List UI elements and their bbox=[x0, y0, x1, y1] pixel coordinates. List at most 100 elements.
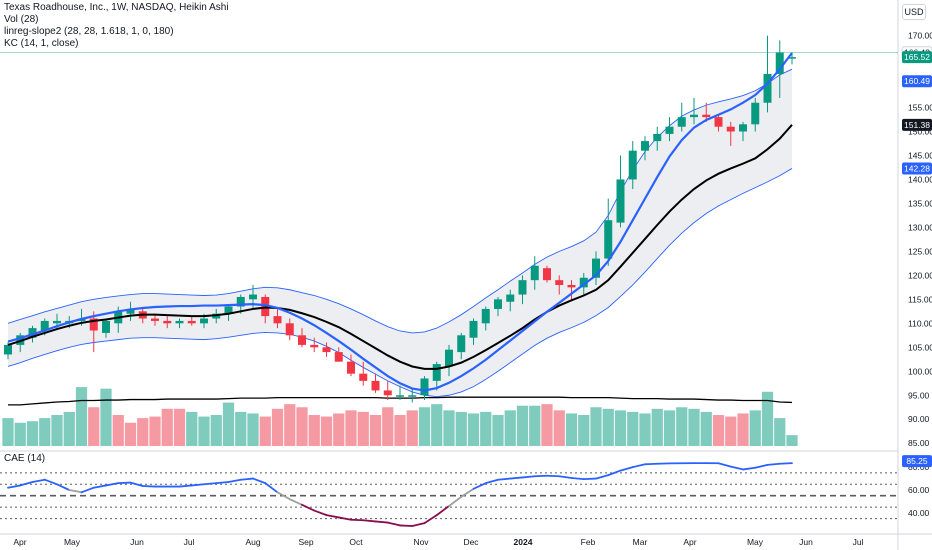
candle bbox=[347, 354, 355, 377]
cae-line-segment bbox=[252, 477, 267, 485]
candle bbox=[310, 337, 319, 353]
volume-bar bbox=[651, 408, 663, 446]
volume-bar bbox=[712, 415, 725, 446]
price-tick-label: 170.00 bbox=[908, 31, 932, 41]
cae-line-segment bbox=[631, 463, 646, 469]
candle-body bbox=[788, 57, 796, 59]
volume-bar bbox=[198, 416, 210, 446]
candle-body bbox=[310, 344, 319, 348]
cae-line-segment bbox=[362, 519, 377, 523]
cae-line-segment bbox=[619, 466, 634, 472]
cae-line-segment bbox=[190, 483, 205, 487]
volume-bar bbox=[39, 418, 51, 446]
candle bbox=[653, 126, 662, 151]
volume-bar bbox=[676, 407, 688, 446]
candle-body bbox=[224, 306, 233, 314]
time-tick-label: Jul bbox=[184, 537, 195, 547]
price-label: 142.28 bbox=[902, 162, 932, 175]
cae-line-segment bbox=[558, 475, 573, 479]
candle bbox=[543, 265, 551, 283]
price-label-text: 151.38 bbox=[904, 120, 930, 130]
volume-bar bbox=[578, 415, 590, 446]
symbol-title[interactable]: Texas Roadhouse, Inc., 1W, NASDAQ, Heiki… bbox=[4, 2, 229, 13]
candle-body bbox=[40, 320, 49, 331]
volume-bar bbox=[284, 404, 296, 446]
candle bbox=[555, 275, 564, 295]
cae-line-segment bbox=[570, 477, 585, 481]
candle-body bbox=[28, 328, 37, 338]
volume-bar bbox=[394, 415, 406, 446]
volume-bar bbox=[492, 415, 504, 446]
volume-bar bbox=[553, 410, 565, 446]
kc-indicator-label[interactable]: KC (14, 1, close) bbox=[4, 38, 79, 49]
candle-body bbox=[739, 124, 747, 132]
candle-body bbox=[714, 117, 723, 127]
candle-body bbox=[592, 258, 600, 278]
volume-bar bbox=[112, 415, 124, 446]
cae-line-segment bbox=[227, 478, 242, 483]
indicator-lines bbox=[0, 52, 898, 392]
candle-body bbox=[163, 320, 172, 324]
candle-body bbox=[469, 320, 478, 338]
price-tick-label: 110.00 bbox=[908, 318, 932, 328]
cae-line-segment bbox=[386, 521, 401, 527]
time-tick-label: Oct bbox=[349, 537, 363, 547]
volume-bar bbox=[320, 416, 333, 446]
candle bbox=[677, 102, 686, 132]
candle-body bbox=[677, 117, 686, 127]
candle-body bbox=[273, 316, 282, 324]
volume-bars bbox=[2, 387, 798, 446]
candle bbox=[506, 289, 515, 312]
cae-line-segment bbox=[117, 481, 132, 485]
candle bbox=[432, 361, 441, 391]
price-label-box bbox=[902, 51, 932, 64]
vol-indicator-label[interactable]: Vol (28) bbox=[4, 14, 39, 25]
price-tick-label: 125.00 bbox=[908, 246, 932, 256]
candle-body bbox=[420, 378, 429, 396]
cae-line-segment bbox=[717, 462, 732, 468]
volume-bar bbox=[700, 411, 712, 446]
candle bbox=[726, 121, 735, 146]
candle-body bbox=[641, 141, 649, 151]
candlesticks[interactable] bbox=[4, 35, 796, 403]
linreg-indicator-label[interactable]: linreg-slope2 (28, 28, 1.618, 1, 0, 180) bbox=[4, 26, 174, 37]
candle-body bbox=[702, 114, 711, 118]
candle bbox=[89, 311, 98, 353]
price-tick-label: 115.00 bbox=[908, 294, 932, 304]
candle-body bbox=[481, 308, 490, 324]
candle bbox=[494, 296, 502, 317]
price-axis[interactable]: 85.00 90.00 95.00 100.00 105.00 110.00 115.00 1… bbox=[908, 31, 932, 518]
candle-body bbox=[408, 395, 417, 397]
price-tick-label: 130.00 bbox=[908, 222, 932, 232]
volume-bar bbox=[431, 404, 443, 446]
candle-body bbox=[334, 352, 343, 362]
candle-body bbox=[126, 308, 135, 314]
time-tick-label: May bbox=[747, 537, 764, 547]
candle bbox=[481, 306, 490, 331]
time-tick-label: Aug bbox=[245, 537, 260, 547]
price-label-box bbox=[902, 118, 932, 131]
time-tick-label: Apr bbox=[13, 537, 26, 547]
kc-upper-line bbox=[7, 68, 793, 334]
volume-bar bbox=[541, 404, 553, 446]
candle-body bbox=[665, 126, 674, 134]
time-axis[interactable]: Apr May Jun Jul Aug Sep Oct Nov Dec 2024 Feb Mar Apr… bbox=[13, 537, 863, 547]
cae-line-segment bbox=[399, 524, 414, 527]
candle bbox=[224, 304, 233, 321]
cae-line-segment bbox=[92, 484, 107, 489]
volume-bar bbox=[455, 411, 467, 446]
cae-indicator-label[interactable]: CAE (14) bbox=[4, 453, 46, 464]
candle bbox=[457, 332, 466, 360]
time-tick-label: Sep bbox=[298, 537, 313, 547]
cae-line-segment bbox=[56, 483, 71, 491]
volume-bar bbox=[137, 418, 149, 446]
candle bbox=[616, 155, 625, 228]
candle-body bbox=[151, 318, 159, 321]
cae-line-segment bbox=[301, 503, 316, 512]
currency-button[interactable]: USD bbox=[902, 4, 926, 20]
price-label-box bbox=[902, 162, 932, 175]
candle-body bbox=[518, 280, 527, 295]
